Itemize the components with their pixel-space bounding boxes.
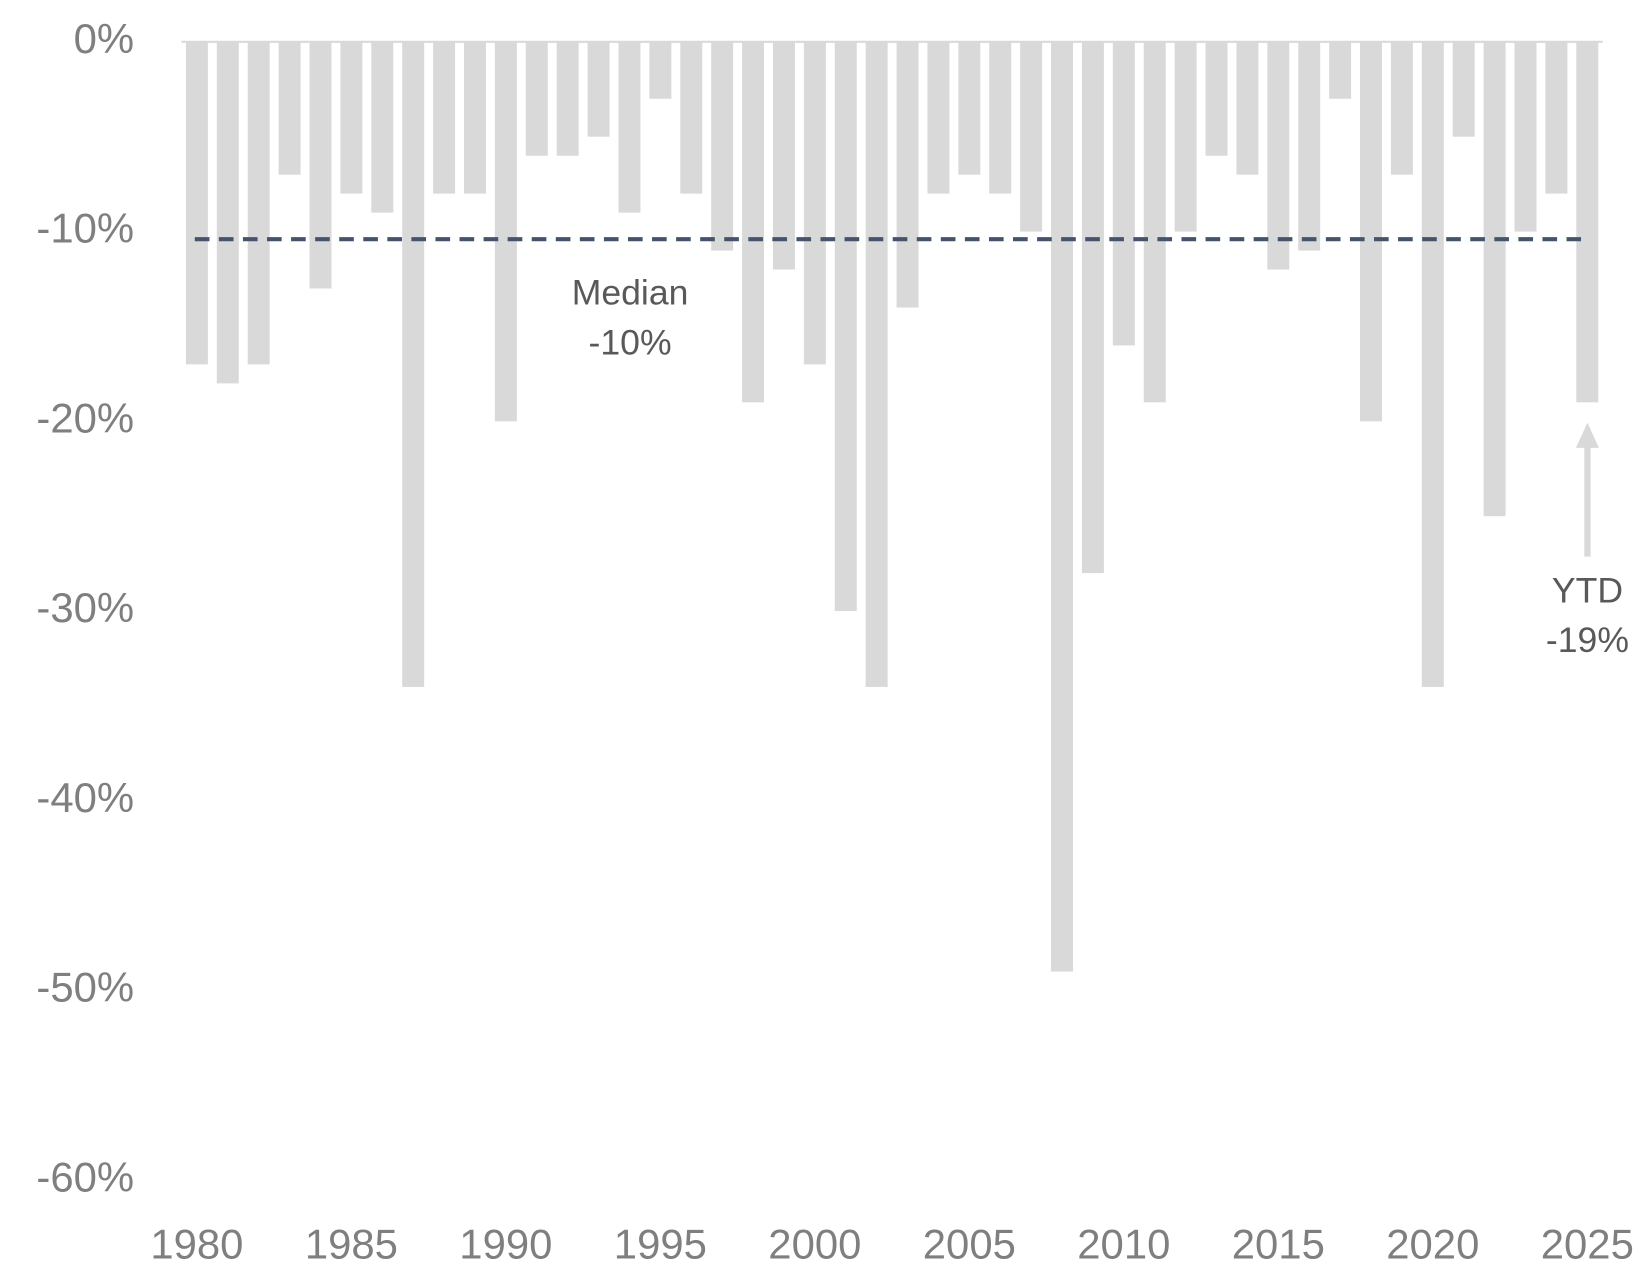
bar [711,41,734,251]
bar [1020,41,1043,232]
x-tick-label: 2005 [923,1220,1016,1265]
x-tick-label: 2015 [1232,1220,1325,1265]
bar [278,41,301,175]
bar [865,41,888,687]
median-label: Median [572,272,689,312]
bar [371,41,394,213]
bar [309,41,332,289]
bar [927,41,950,194]
y-tick-label: 0% [74,15,134,62]
bar [1267,41,1290,270]
x-tick-label: 1995 [614,1220,707,1265]
bar [1360,41,1382,422]
bar [1081,41,1104,574]
bar [1143,41,1166,403]
ytd-value-label: -19% [1546,620,1629,660]
bar [1576,41,1599,403]
bar [1174,41,1197,232]
bar [587,41,610,137]
bar [185,41,208,365]
bar [463,41,486,194]
bar [1051,41,1074,972]
x-tick-label: 1985 [305,1220,398,1265]
ytd-arrow-head [1575,422,1599,448]
bar [340,41,363,194]
median-value-label: -10% [589,323,672,363]
y-tick-label: -30% [36,584,134,631]
bar [772,41,795,270]
bar [742,41,765,403]
bar [247,41,270,365]
bar [680,41,703,194]
x-tick-label: 2000 [768,1220,861,1265]
bar [1112,41,1135,346]
bar [525,41,548,156]
x-tick-label: 1980 [150,1220,243,1265]
bar [556,41,579,156]
bar [494,41,517,422]
bar [402,41,425,687]
bar [1421,41,1444,687]
y-tick-label: -50% [36,964,134,1011]
bar [1390,41,1413,175]
bar [834,41,857,612]
bar [1452,41,1475,137]
ytd-label: YTD [1552,571,1623,611]
bar [1514,41,1537,232]
bar [803,41,826,365]
bar [896,41,919,308]
y-tick-label: -10% [36,205,134,252]
bar [1205,41,1228,156]
bar [618,41,641,213]
x-tick-label: 2010 [1077,1220,1170,1265]
y-tick-label: -40% [36,774,134,821]
x-tick-label: 2025 [1541,1220,1634,1265]
y-tick-label: -20% [36,394,134,441]
bar [958,41,981,175]
bar [649,41,672,99]
x-tick-label: 1990 [459,1220,552,1265]
bar [1329,41,1352,99]
bar [989,41,1012,194]
bar [1236,41,1259,175]
bar [1545,41,1568,194]
y-tick-label: -60% [36,1153,134,1200]
bar [1298,41,1321,251]
bar [433,41,456,194]
x-tick-label: 2020 [1386,1220,1479,1265]
bar [216,41,239,384]
bar [1483,41,1506,517]
